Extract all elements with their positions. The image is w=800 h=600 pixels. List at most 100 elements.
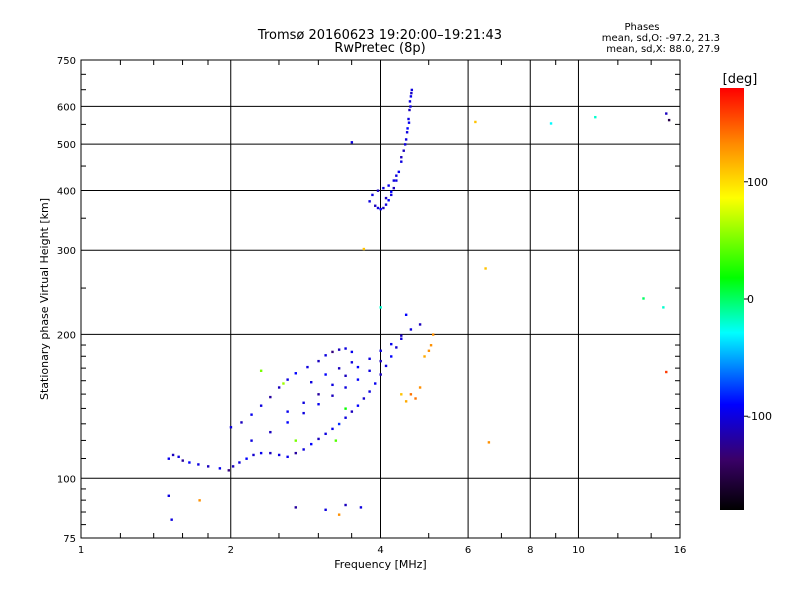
data-point bbox=[344, 347, 347, 350]
data-point bbox=[324, 432, 327, 436]
data-point bbox=[418, 323, 422, 326]
data-point bbox=[350, 361, 354, 364]
data-point bbox=[397, 170, 401, 174]
data-point bbox=[362, 247, 366, 251]
data-point bbox=[665, 370, 668, 374]
data-point bbox=[414, 397, 417, 400]
data-point bbox=[404, 400, 408, 403]
data-point bbox=[331, 427, 334, 431]
data-point bbox=[390, 193, 393, 197]
data-point bbox=[484, 267, 487, 270]
x-tick-label: 6 bbox=[465, 545, 471, 556]
data-point bbox=[379, 306, 382, 309]
data-point bbox=[665, 112, 668, 115]
data-point bbox=[400, 334, 403, 337]
data-point bbox=[240, 421, 243, 424]
data-point bbox=[400, 337, 403, 340]
data-point bbox=[310, 442, 313, 446]
data-point bbox=[374, 382, 377, 385]
data-point bbox=[344, 386, 347, 389]
x-tick-label: 16 bbox=[674, 545, 687, 556]
data-point bbox=[384, 196, 388, 200]
data-point bbox=[387, 199, 390, 202]
data-point bbox=[387, 184, 390, 187]
phases-o-stats: mean, sd,O: -97.2, 21.3 bbox=[601, 33, 720, 44]
data-point bbox=[390, 190, 393, 193]
data-point bbox=[407, 117, 410, 121]
x-tick-labels: 1 2 4 6 8 10 16 bbox=[78, 545, 687, 556]
colorbar-unit-label: [deg] bbox=[722, 72, 758, 87]
data-point bbox=[188, 461, 191, 464]
data-point bbox=[306, 365, 309, 369]
data-point bbox=[269, 395, 272, 399]
data-point bbox=[294, 372, 297, 375]
data-point bbox=[170, 518, 173, 521]
data-point bbox=[400, 160, 403, 163]
data-point bbox=[197, 463, 200, 466]
data-point bbox=[317, 437, 320, 441]
data-point bbox=[277, 386, 281, 389]
data-point bbox=[344, 416, 347, 419]
data-point bbox=[409, 393, 413, 396]
data-point bbox=[286, 421, 289, 424]
data-point bbox=[356, 365, 360, 369]
colorbar bbox=[720, 88, 744, 510]
data-point bbox=[408, 100, 412, 103]
data-point bbox=[379, 207, 382, 211]
data-point bbox=[286, 455, 289, 459]
data-point bbox=[356, 378, 360, 381]
data-point bbox=[400, 156, 403, 159]
y-tick-label: 100 bbox=[57, 474, 76, 485]
data-point bbox=[410, 91, 413, 95]
data-point bbox=[238, 461, 241, 464]
data-point bbox=[368, 390, 371, 393]
phases-title: Phases bbox=[624, 22, 660, 33]
data-point bbox=[395, 179, 398, 182]
data-point bbox=[324, 373, 327, 376]
data-point bbox=[408, 108, 411, 112]
y-tick-label: 200 bbox=[57, 330, 76, 341]
data-point bbox=[206, 465, 210, 468]
data-point bbox=[395, 346, 398, 349]
data-point bbox=[337, 367, 341, 370]
data-point bbox=[594, 115, 597, 119]
data-point bbox=[337, 422, 341, 426]
y-tick-label: 300 bbox=[57, 246, 76, 257]
data-point bbox=[374, 204, 377, 207]
colorbar-tick-label: 0 bbox=[747, 293, 754, 306]
data-point bbox=[331, 350, 334, 354]
data-point bbox=[376, 206, 380, 210]
data-point bbox=[252, 453, 255, 457]
data-point bbox=[407, 121, 411, 124]
data-point bbox=[344, 374, 347, 377]
data-point bbox=[259, 404, 263, 407]
data-point bbox=[406, 127, 409, 130]
data-point bbox=[294, 439, 297, 442]
data-point bbox=[286, 378, 289, 381]
data-point bbox=[302, 448, 305, 451]
data-point bbox=[171, 453, 175, 457]
data-point bbox=[382, 206, 385, 210]
data-point bbox=[227, 469, 230, 472]
data-point bbox=[294, 506, 297, 509]
data-point bbox=[334, 439, 338, 442]
data-point bbox=[344, 407, 347, 410]
data-point bbox=[379, 373, 382, 376]
data-point bbox=[167, 457, 170, 460]
y-tick-label: 750 bbox=[57, 56, 76, 67]
data-point bbox=[218, 467, 222, 470]
data-point bbox=[331, 394, 334, 397]
y-tick-label: 600 bbox=[57, 102, 76, 113]
data-point bbox=[409, 328, 413, 331]
data-point bbox=[384, 203, 388, 206]
data-point bbox=[402, 149, 405, 152]
data-point bbox=[337, 348, 341, 351]
data-point bbox=[371, 193, 374, 197]
chart-title: Tromsø 20160623 19:20:00–19:21:43 bbox=[257, 28, 503, 43]
data-point bbox=[250, 413, 253, 416]
phases-x-stats: mean, sd,X: 88.0, 27.9 bbox=[606, 44, 720, 55]
data-point bbox=[337, 513, 341, 516]
data-point bbox=[403, 143, 407, 146]
x-axis-label: Frequency [MHz] bbox=[334, 558, 426, 571]
